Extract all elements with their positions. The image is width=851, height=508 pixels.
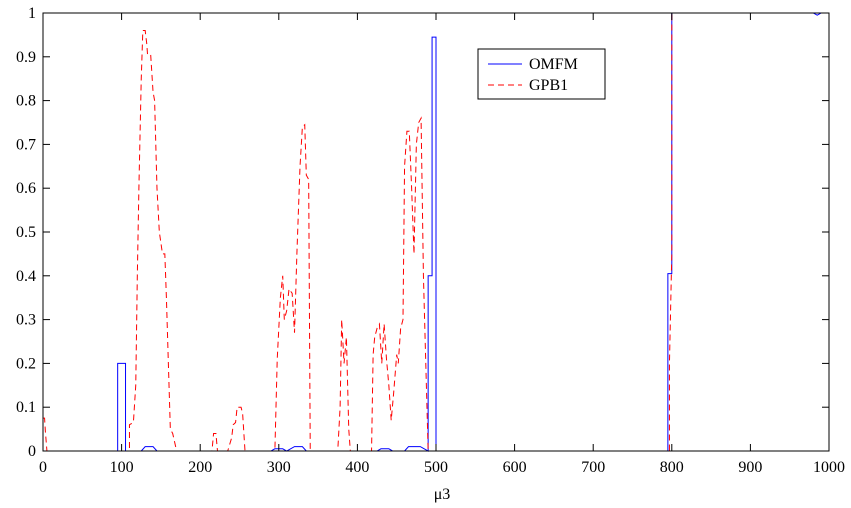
y-tick-label: 0.9 — [16, 49, 36, 66]
y-tick-label: 0.3 — [16, 312, 36, 329]
x-tick-label: 400 — [345, 459, 369, 476]
y-tick-label: 0.6 — [16, 180, 36, 197]
y-tick-label: 0 — [28, 443, 36, 460]
y-tick-label: 0.2 — [16, 355, 36, 372]
y-tick-label: 1 — [28, 5, 36, 22]
x-tick-label: 900 — [738, 459, 762, 476]
x-tick-label: 800 — [660, 459, 684, 476]
x-tick-label: 500 — [424, 459, 448, 476]
x-tick-label: 300 — [267, 459, 291, 476]
x-tick-label: 0 — [39, 459, 47, 476]
y-tick-label: 0.5 — [16, 224, 36, 241]
x-axis-title: μ3 — [434, 486, 451, 503]
legend-label-gpb1: GPB1 — [529, 77, 568, 94]
y-tick-label: 0.8 — [16, 93, 36, 110]
y-tick-label: 0.1 — [16, 399, 36, 416]
x-tick-label: 600 — [503, 459, 527, 476]
legend: OMFM GPB1 — [477, 48, 606, 100]
x-tick-label: 100 — [110, 459, 134, 476]
x-tick-label: 1000 — [813, 459, 845, 476]
legend-label-omfm: OMFM — [529, 56, 578, 73]
axis-ticks: 0 100 200 300 400 500 600 700 800 900 1000 0 0.1 0.2 0… — [16, 5, 845, 476]
x-tick-label: 700 — [581, 459, 605, 476]
series-line-gpb1 — [43, 12, 829, 452]
series-line-omfm — [43, 12, 829, 452]
y-tick-label: 0.7 — [16, 136, 36, 153]
legend-box — [477, 48, 606, 100]
y-tick-label: 0.4 — [16, 268, 36, 285]
x-tick-label: 200 — [188, 459, 212, 476]
